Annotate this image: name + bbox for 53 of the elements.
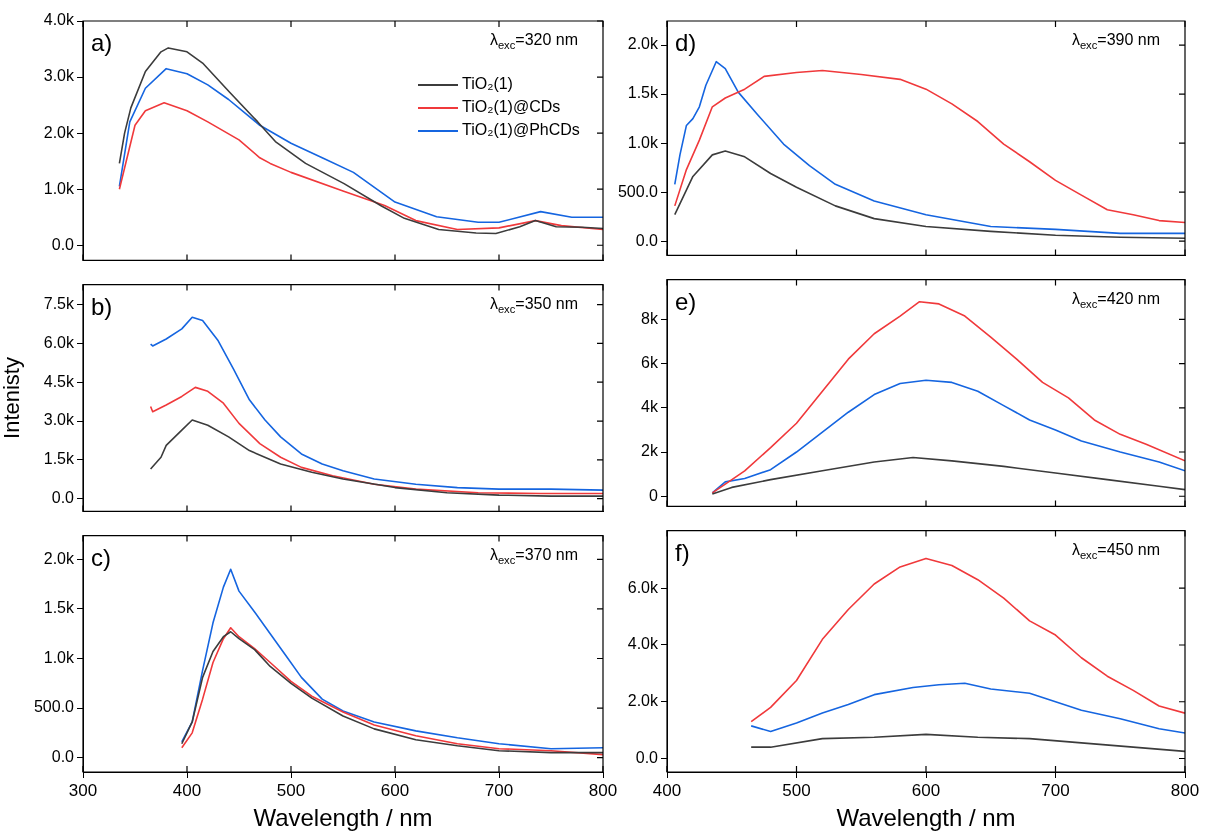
x-axis-title: Wavelength / nm	[253, 804, 433, 832]
y-tick-label: 4k	[641, 398, 659, 416]
y-tick-label: 1.5k	[43, 450, 75, 468]
x-tick-label: 400	[652, 780, 682, 800]
y-tick-label: 3.0k	[43, 67, 75, 85]
y-axis-title: Intenisty	[0, 357, 25, 439]
legend-label: TiO₂(1)@PhCDs	[462, 121, 580, 139]
x-axis-title: Wavelength / nm	[836, 804, 1016, 832]
y-tick-label: 0	[649, 486, 659, 504]
y-tick-label: 500.0	[33, 698, 75, 716]
x-tick-label: 700	[484, 780, 514, 800]
x-tick-label: 600	[380, 780, 410, 800]
chart-title: e)	[675, 287, 697, 315]
x-tick-label: 600	[911, 780, 941, 800]
y-tick-label: 4.0k	[43, 11, 75, 29]
chart-title: f)	[675, 538, 690, 566]
y-tick-label: 2.0k	[627, 692, 659, 710]
y-tick-label: 6.0k	[627, 578, 659, 596]
x-tick-label: 500	[782, 780, 811, 800]
y-tick-label: 1.0k	[43, 648, 75, 666]
chart-title: d)	[675, 29, 697, 56]
y-tick-label: 0.0	[51, 489, 75, 507]
y-tick-label: 0.0	[51, 235, 75, 253]
y-tick-label: 6.0k	[43, 333, 75, 351]
legend-label: TiO₂(1)@CDs	[462, 98, 561, 116]
y-tick-label: 1.5k	[627, 84, 659, 102]
y-tick-label: 2.0k	[43, 123, 75, 141]
y-tick-label: 4.5k	[43, 372, 75, 390]
y-tick-label: 2.0k	[627, 35, 659, 53]
x-tick-label: 800	[588, 780, 618, 800]
x-tick-label: 300	[68, 780, 98, 800]
y-tick-label: 0.0	[51, 748, 75, 766]
y-tick-label: 7.5k	[43, 294, 75, 312]
chart-title: c)	[91, 543, 111, 571]
x-tick-label: 700	[1041, 780, 1070, 800]
x-tick-label: 800	[1170, 780, 1200, 800]
y-tick-label: 2.0k	[43, 549, 75, 567]
y-tick-label: 500.0	[617, 182, 659, 200]
y-tick-label: 1.0k	[627, 133, 659, 151]
y-tick-label: 3.0k	[43, 411, 75, 429]
chart-title: a)	[91, 29, 113, 56]
x-tick-label: 500	[276, 780, 306, 800]
y-tick-label: 0.0	[635, 231, 659, 249]
chart-title: b)	[91, 292, 113, 320]
y-tick-label: 4.0k	[627, 635, 659, 653]
y-tick-label: 2k	[641, 442, 659, 460]
y-tick-label: 1.0k	[43, 179, 75, 197]
legend-label: TiO₂(1)	[462, 75, 513, 93]
y-tick-label: 1.5k	[43, 599, 75, 617]
y-tick-label: 8k	[641, 309, 659, 327]
x-tick-label: 400	[172, 780, 202, 800]
y-tick-label: 0.0	[635, 748, 659, 766]
y-tick-label: 6k	[641, 354, 659, 372]
